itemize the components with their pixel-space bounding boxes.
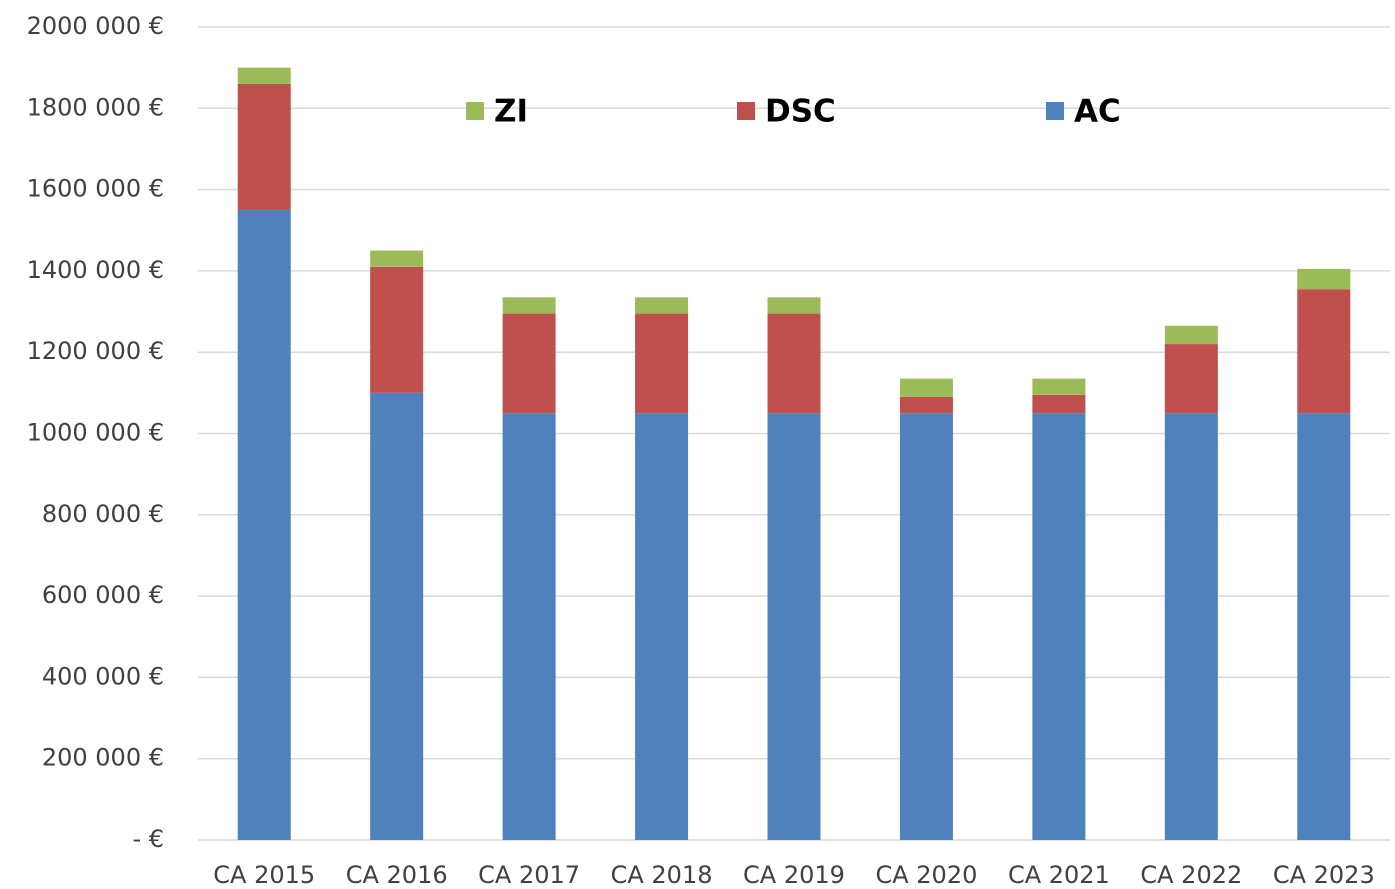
legend-marker: [466, 102, 484, 120]
y-tick-label: 1000 000 €: [27, 419, 164, 447]
bar-segment: [1297, 289, 1351, 414]
bar-segment: [1297, 413, 1351, 840]
legend-label: ZI: [494, 94, 528, 130]
bar-segment: [370, 266, 424, 393]
bar-segment: [1164, 344, 1218, 414]
bar-segment: [635, 313, 689, 414]
y-tick-label: 200 000 €: [42, 744, 164, 772]
bar-segment: [237, 83, 291, 210]
y-tick-label: 2000 000 €: [27, 12, 164, 40]
legend-marker: [737, 102, 755, 120]
bar-segment: [1032, 394, 1086, 414]
bar-segment: [1297, 268, 1351, 290]
legend-label: DSC: [765, 94, 836, 130]
bar-segment: [899, 378, 953, 397]
y-tick-label: 1800 000 €: [27, 93, 164, 121]
x-tick-label: CA 2018: [611, 861, 713, 889]
bar-segment: [1164, 413, 1218, 840]
x-tick-label: CA 2019: [743, 861, 845, 889]
bar-segment: [1164, 325, 1218, 345]
y-tick-label: 1200 000 €: [27, 337, 164, 365]
y-tick-label: 600 000 €: [42, 581, 164, 609]
bar-segment: [899, 413, 953, 840]
bar-segment: [502, 297, 556, 314]
bar-segment: [237, 67, 291, 84]
y-tick-label: - €: [132, 825, 164, 853]
x-tick-label: CA 2021: [1008, 861, 1110, 889]
y-tick-label: 800 000 €: [42, 500, 164, 528]
y-tick-label: 1600 000 €: [27, 175, 164, 203]
x-tick-label: CA 2017: [478, 861, 580, 889]
x-tick-label: CA 2022: [1140, 861, 1242, 889]
y-tick-label: 1400 000 €: [27, 256, 164, 284]
bar-segment: [767, 413, 821, 840]
bar-segment: [899, 396, 953, 414]
y-tick-label: 400 000 €: [42, 662, 164, 690]
bar-segment: [502, 313, 556, 414]
x-tick-label: CA 2020: [875, 861, 977, 889]
bar-segment: [767, 313, 821, 414]
bar-segment: [1032, 378, 1086, 395]
bar-segment: [237, 209, 291, 841]
bar-segment: [767, 297, 821, 314]
x-tick-label: CA 2023: [1273, 861, 1375, 889]
x-tick-label: CA 2016: [346, 861, 448, 889]
bar-segment: [502, 413, 556, 840]
bar-segment: [370, 250, 424, 267]
bar-segment: [635, 413, 689, 840]
bar-segment: [635, 297, 689, 314]
legend-marker: [1046, 102, 1064, 120]
x-tick-label: CA 2015: [213, 861, 315, 889]
bar-segment: [370, 392, 424, 840]
bar-segment: [1032, 413, 1086, 840]
legend-label: AC: [1074, 94, 1121, 130]
